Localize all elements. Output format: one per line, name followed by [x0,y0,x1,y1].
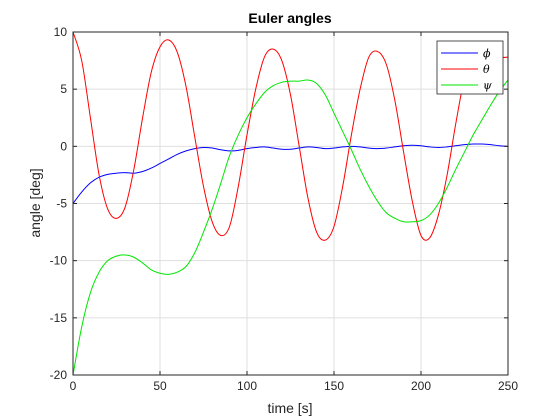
chart-title: Euler angles [248,10,331,26]
y-tick-label: -10 [50,254,68,268]
series-line-theta [73,32,508,241]
y-tick-label: 0 [60,139,67,153]
x-tick-label: 0 [70,379,77,393]
legend-entry-phi: ϕ [483,47,491,60]
y-axis-label: angle [deg] [27,168,43,237]
y-tick-label: -15 [50,311,68,325]
axis-ticks [72,31,509,376]
x-tick-label: 200 [411,379,431,393]
legend-entry-theta: θ [483,63,490,76]
y-tick-label: 5 [60,82,67,96]
y-tick-label: 10 [54,25,68,39]
series-line-psi [73,79,508,375]
y-tick-labels: -20 -15 -10 -5 0 5 10 [50,25,68,382]
legend-box [436,40,504,95]
x-tick-labels: 0 50 100 150 200 250 [70,379,519,393]
series-layer [73,32,508,375]
y-tick-label: -5 [56,197,67,211]
legend: ϕθψ [436,40,504,95]
legend-entry-psi: ψ [483,79,492,92]
x-tick-label: 250 [498,379,518,393]
series-line-phi [73,143,508,204]
y-tick-label: -20 [50,368,68,382]
x-axis-label: time [s] [267,400,312,416]
x-tick-label: 50 [153,379,167,393]
x-tick-label: 100 [237,379,257,393]
x-tick-label: 150 [324,379,344,393]
